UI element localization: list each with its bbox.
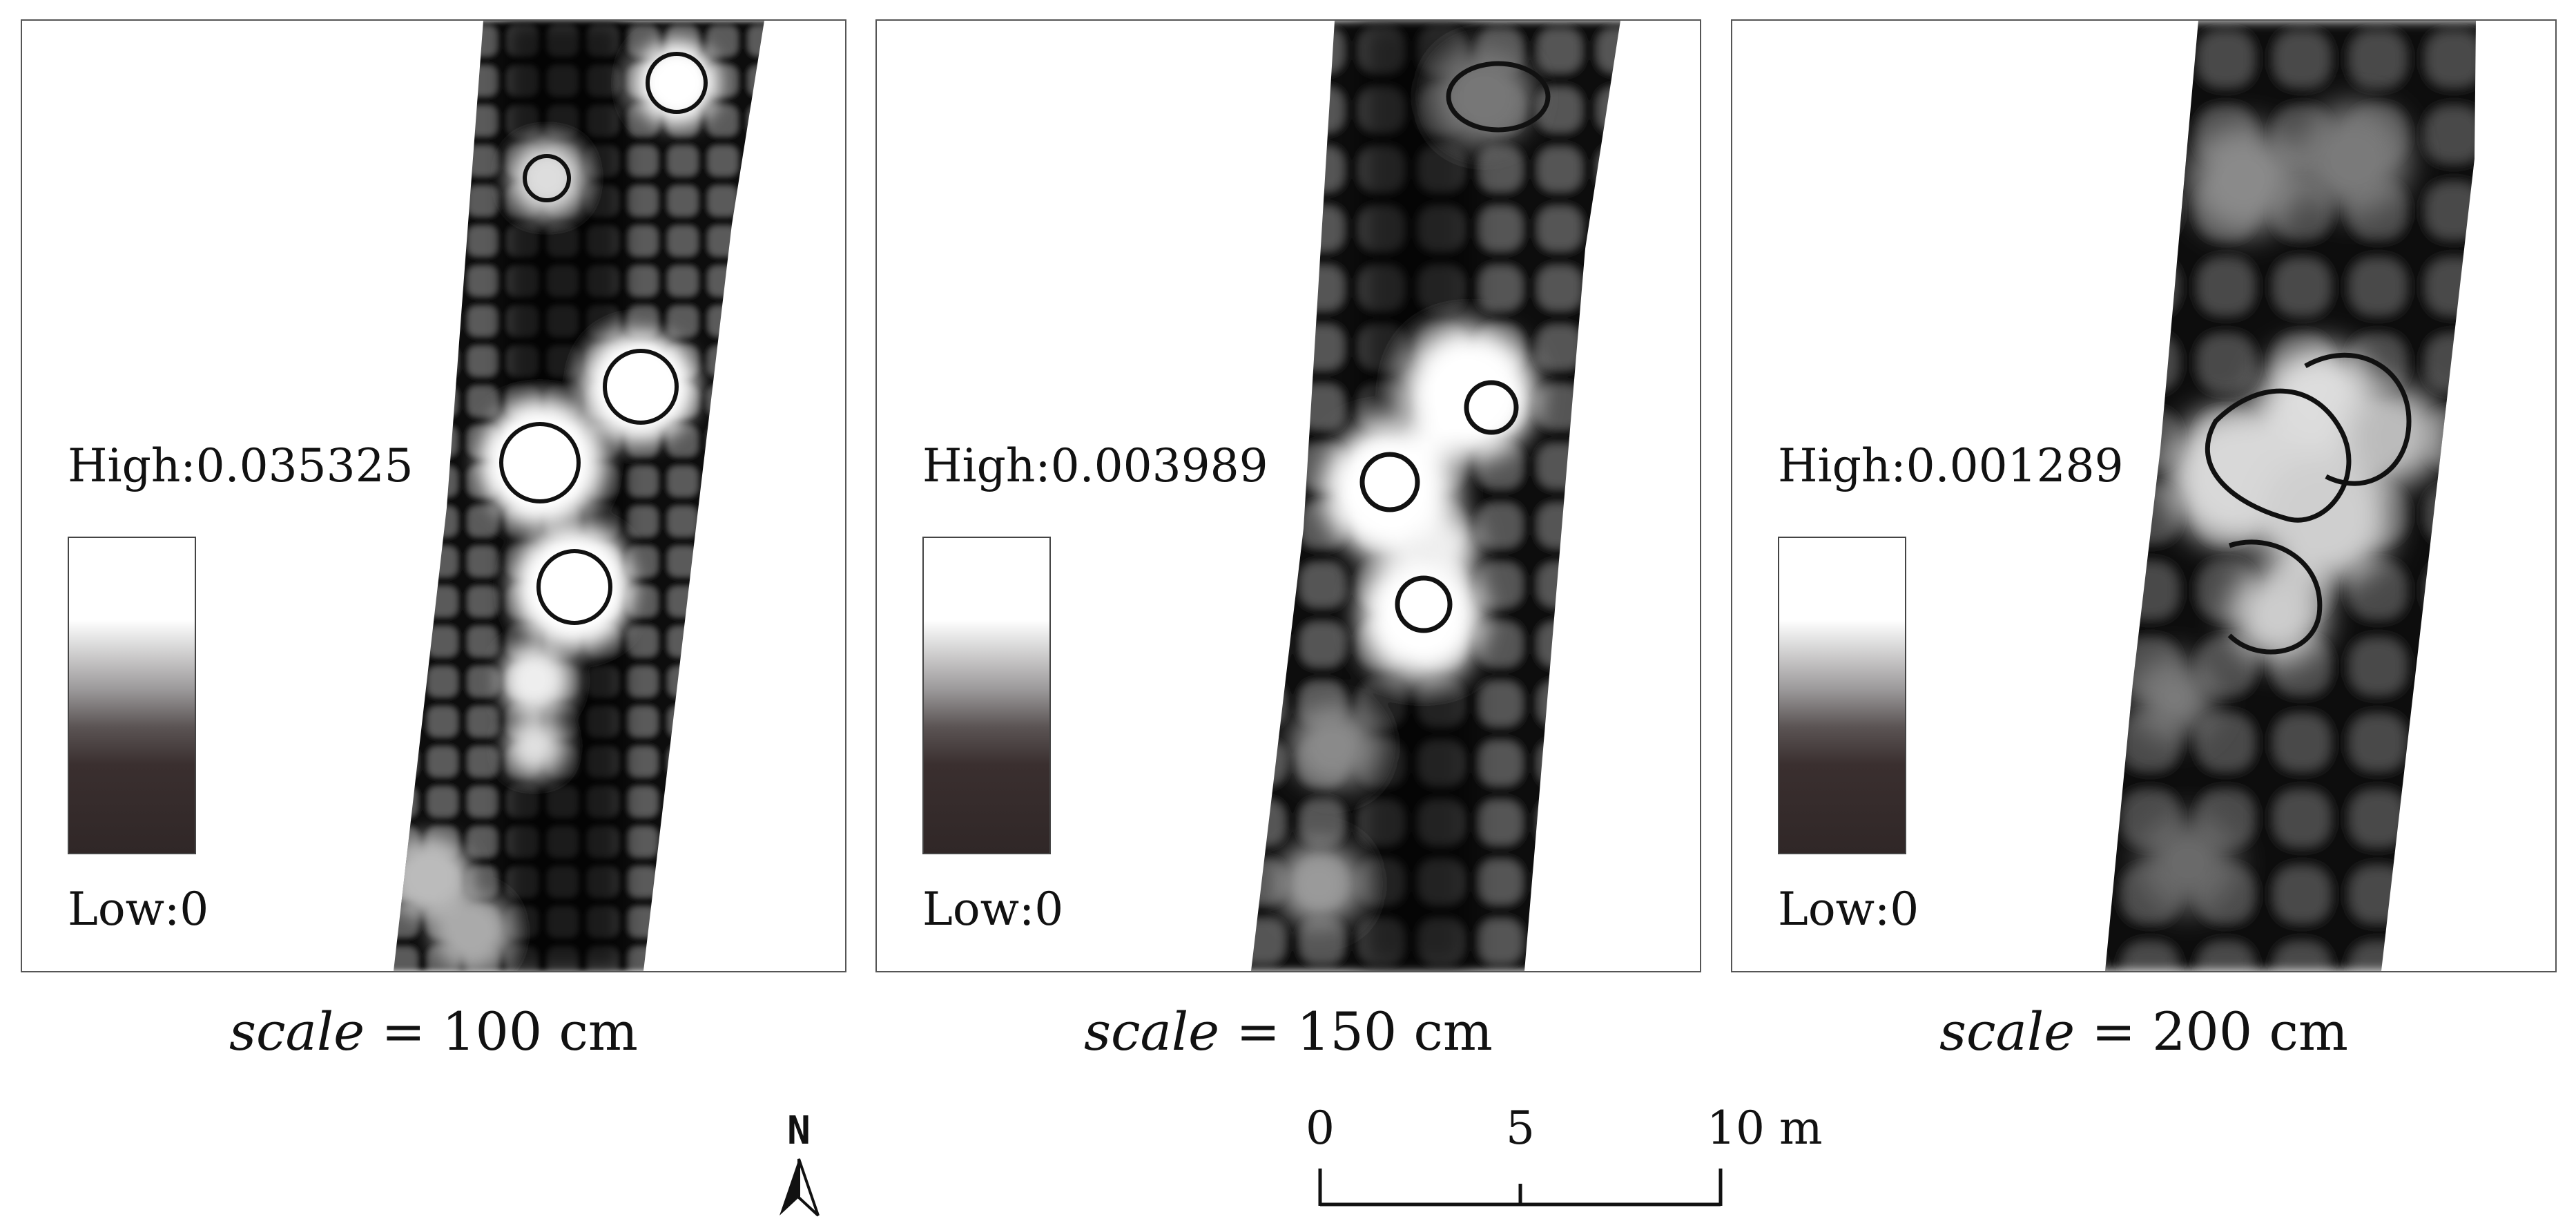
scale-bar-line	[1318, 1169, 1723, 1207]
legend-high-label: High:0.035325	[68, 439, 414, 492]
caption-variable: scale	[1939, 1001, 2075, 1062]
map-panel-scale-200: High:0.001289 Low:0	[1731, 19, 2557, 972]
caption-variable: scale	[1083, 1001, 1220, 1062]
scale-tick-label: 10 m	[1707, 1102, 1823, 1155]
variance-map-strip-3	[2105, 21, 2476, 971]
map-panel-scale-150: High:0.003989 Low:0	[875, 19, 1701, 972]
panel-caption: scale = 200 cm	[1731, 1000, 2557, 1063]
panel-caption: scale = 100 cm	[21, 1000, 846, 1063]
caption-variable: scale	[229, 1001, 365, 1062]
legend-low-label: Low:0	[1778, 883, 1919, 936]
north-arrow-right-half	[797, 1158, 820, 1217]
legend-color-ramp	[68, 537, 196, 854]
north-label: N	[787, 1108, 811, 1153]
panel-caption: scale = 150 cm	[875, 1000, 1701, 1063]
variance-map-strip-2	[1251, 21, 1620, 971]
scale-tick-label: 0	[1306, 1102, 1335, 1155]
north-arrow-icon: N	[779, 1108, 820, 1217]
legend-color-ramp	[922, 537, 1051, 854]
scale-bar: 0 5 10 m	[1306, 1102, 1823, 1207]
caption-value: = 200 cm	[2075, 1001, 2349, 1062]
variance-map-strip-1	[394, 21, 764, 971]
legend-high-label: High:0.001289	[1778, 439, 2124, 492]
legend-color-ramp	[1778, 537, 1906, 854]
caption-value: = 100 cm	[365, 1001, 639, 1062]
scale-tick-label: 5	[1506, 1102, 1535, 1155]
legend-low-label: Low:0	[68, 883, 209, 936]
map-panel-scale-100: High:0.035325 Low:0	[21, 19, 846, 972]
north-arrow-left-half	[779, 1159, 799, 1215]
legend-low-label: Low:0	[922, 883, 1064, 936]
caption-value: = 150 cm	[1219, 1001, 1493, 1062]
legend-high-label: High:0.003989	[922, 439, 1268, 492]
